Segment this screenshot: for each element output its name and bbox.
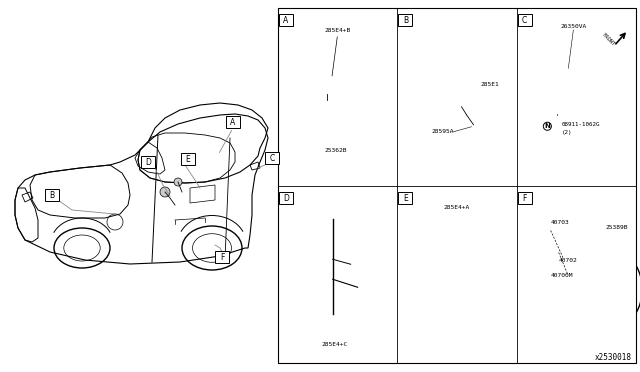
Bar <box>518 14 532 26</box>
Text: C: C <box>522 16 527 25</box>
Text: FRONT: FRONT <box>600 32 616 48</box>
Circle shape <box>547 249 554 256</box>
Bar <box>265 152 279 164</box>
Text: C: C <box>269 154 275 163</box>
Text: 285E4+C: 285E4+C <box>321 343 348 347</box>
Bar <box>181 153 195 165</box>
Bar <box>278 8 636 363</box>
Circle shape <box>472 124 481 134</box>
Text: 08911-1062G: 08911-1062G <box>561 122 600 127</box>
Circle shape <box>625 258 634 267</box>
Bar <box>518 192 532 203</box>
Circle shape <box>174 178 182 186</box>
Bar <box>141 156 155 168</box>
Circle shape <box>569 116 576 123</box>
Circle shape <box>160 187 170 197</box>
Text: 26350VA: 26350VA <box>560 23 586 29</box>
Text: 285E4+A: 285E4+A <box>444 205 470 210</box>
Bar <box>554 74 581 86</box>
Bar <box>226 116 240 128</box>
Circle shape <box>331 136 336 141</box>
Text: E: E <box>403 193 408 202</box>
Bar <box>398 14 412 26</box>
Bar <box>279 192 293 203</box>
Text: B: B <box>403 16 408 25</box>
Text: F: F <box>220 253 224 262</box>
Text: E: E <box>186 155 190 164</box>
Text: 28595A: 28595A <box>431 129 454 134</box>
Text: D: D <box>283 193 289 202</box>
Text: D: D <box>145 158 151 167</box>
Text: F: F <box>522 193 527 202</box>
Bar <box>279 14 293 26</box>
Circle shape <box>539 264 546 271</box>
Text: x2530018: x2530018 <box>595 353 632 362</box>
Text: (2): (2) <box>561 130 572 135</box>
Bar <box>45 189 59 201</box>
Bar <box>215 251 229 263</box>
Bar <box>398 192 412 203</box>
Text: 285E4+B: 285E4+B <box>324 28 351 32</box>
Text: B: B <box>49 191 54 200</box>
Circle shape <box>539 227 546 234</box>
Text: 40700M: 40700M <box>550 273 573 278</box>
Text: N: N <box>545 123 550 129</box>
Text: 25389B: 25389B <box>605 225 628 230</box>
Text: A: A <box>230 118 236 127</box>
Text: 285E1: 285E1 <box>481 82 499 87</box>
Text: A: A <box>284 16 289 25</box>
Bar <box>554 89 581 101</box>
Bar <box>326 209 339 219</box>
Text: 25362B: 25362B <box>324 148 347 153</box>
Text: 40703: 40703 <box>550 220 570 225</box>
Text: 40702: 40702 <box>559 258 577 263</box>
